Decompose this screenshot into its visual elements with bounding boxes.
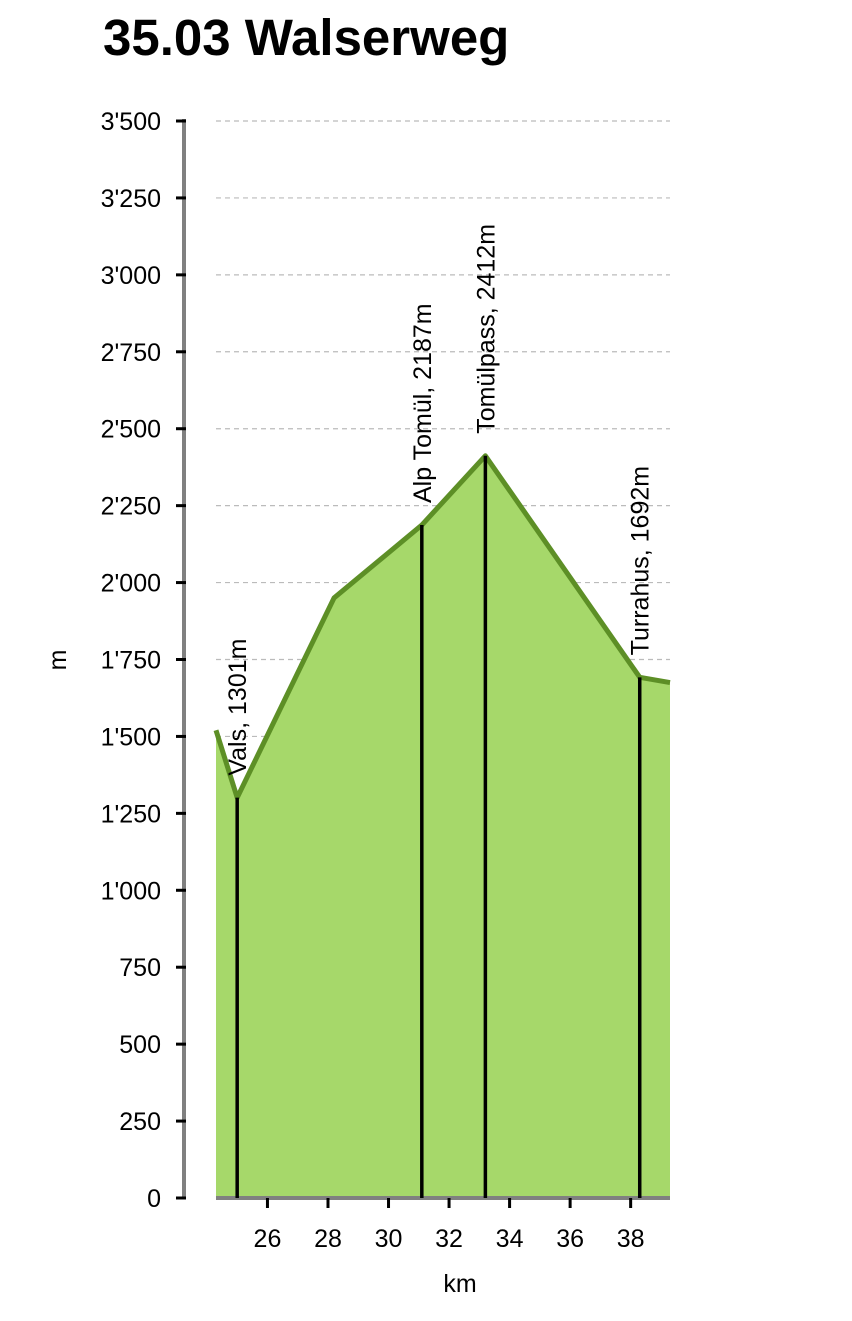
waypoint-label: Alp Tomül, 2187m — [409, 303, 437, 503]
y-tick-label: 2'000 — [101, 570, 161, 598]
axes: 0 250 500 750 1'000 1'250 1'500 1'750 2'000 2'250… — [101, 108, 670, 1253]
waypoint-label: Tomülpass, 2412m — [472, 224, 500, 434]
y-tick-label: 500 — [119, 1031, 161, 1059]
x-tick-label: 26 — [254, 1225, 282, 1253]
chart-title: 35.03 Walserweg — [103, 9, 510, 66]
y-tick-label: 1'000 — [101, 877, 161, 905]
y-tick-label: 1'250 — [101, 800, 161, 828]
y-axis-label: m — [44, 650, 72, 671]
y-tick-label: 1'500 — [101, 723, 161, 751]
waypoint-markers: Vals, 1301m Alp Tomül, 2187m Tomülpass, 24… — [224, 224, 655, 1198]
y-tick-label: 0 — [147, 1185, 161, 1213]
y-tick-label: 1'750 — [101, 647, 161, 675]
y-tick-label: 2'500 — [101, 416, 161, 444]
waypoint-label: Turrahus, 1692m — [627, 466, 655, 655]
elevation-fill — [216, 455, 670, 1198]
y-tick-label: 2'250 — [101, 493, 161, 521]
x-tick-label: 28 — [314, 1225, 342, 1253]
elevation-area — [213, 453, 671, 1198]
waypoint-label: Vals, 1301m — [224, 639, 252, 776]
x-tick-label: 34 — [496, 1225, 524, 1253]
y-tick-label: 2'750 — [101, 339, 161, 367]
x-axis-label: km — [443, 1270, 476, 1298]
y-tick-label: 3'500 — [101, 108, 161, 136]
x-tick-label: 38 — [617, 1225, 645, 1253]
x-tick-label: 32 — [435, 1225, 463, 1253]
y-tick-label: 3'000 — [101, 262, 161, 290]
y-tick-label: 750 — [119, 954, 161, 982]
y-tick-label: 3'250 — [101, 185, 161, 213]
y-tick-label: 250 — [119, 1108, 161, 1136]
x-tick-label: 30 — [375, 1225, 403, 1253]
x-tick-label: 36 — [556, 1225, 584, 1253]
